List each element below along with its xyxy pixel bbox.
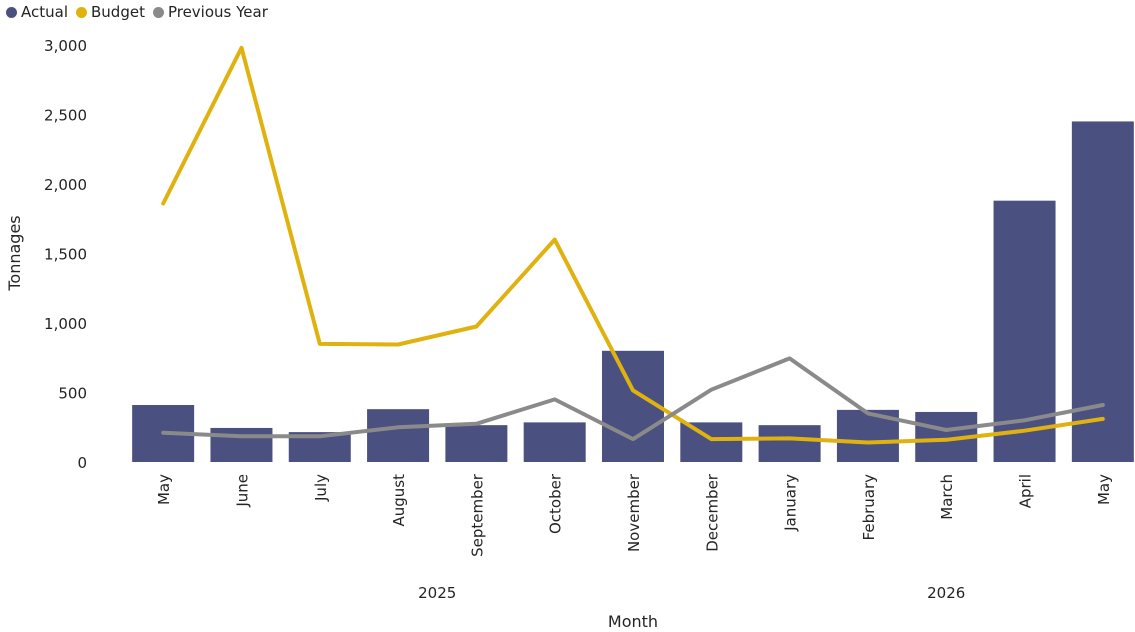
legend-item-actual[interactable]: Actual xyxy=(6,3,68,21)
y-tick-label: 1,500 xyxy=(44,246,87,264)
x-axis-title: Month xyxy=(608,612,658,631)
legend-label-budget: Budget xyxy=(91,3,145,21)
x-tick-label: June xyxy=(233,474,251,508)
x-tick-label: December xyxy=(703,473,721,552)
y-tick-label: 2,000 xyxy=(44,176,87,194)
x-tick-label: July xyxy=(312,474,330,502)
legend-marker-previous-year xyxy=(152,6,164,18)
x-tick-label: September xyxy=(468,473,486,557)
bar-actual-3[interactable] xyxy=(367,409,430,462)
legend-marker-budget xyxy=(76,6,87,18)
x-tick-label: January xyxy=(782,474,800,532)
x-group-label: 2026 xyxy=(927,584,965,602)
x-tick-label: May xyxy=(155,474,173,505)
y-tick-label: 2,500 xyxy=(44,107,87,125)
x-tick-label: August xyxy=(390,474,408,527)
x-axis: May June July August September October Novembe… xyxy=(155,473,1113,602)
actual-bars xyxy=(132,121,1134,462)
bar-actual-6[interactable] xyxy=(602,350,664,462)
bar-actual-4[interactable] xyxy=(445,425,508,462)
x-tick-label: November xyxy=(625,473,643,552)
bar-actual-8[interactable] xyxy=(758,425,821,462)
legend: Actual Budget Previous Year xyxy=(6,2,268,22)
legend-item-budget[interactable]: Budget xyxy=(76,3,145,21)
bar-actual-5[interactable] xyxy=(523,422,586,462)
legend-item-previous-year[interactable]: Previous Year xyxy=(152,3,268,21)
x-tick-label: October xyxy=(547,473,565,534)
series-lines xyxy=(161,45,1105,445)
bar-actual-1[interactable] xyxy=(210,427,273,462)
y-tick-label: 1,000 xyxy=(44,315,87,333)
y-axis-title: Tonnages xyxy=(5,215,24,291)
x-group-label: 2025 xyxy=(418,584,456,602)
bar-actual-7[interactable] xyxy=(680,422,743,462)
y-tick-label: 500 xyxy=(58,385,87,403)
x-tick-label: March xyxy=(938,474,956,520)
legend-marker-actual xyxy=(6,6,17,18)
x-tick-label: February xyxy=(860,474,878,541)
y-axis: 0 500 1,000 1,500 2,000 2,500 3,000 xyxy=(44,37,87,472)
y-tick-label: 0 xyxy=(77,454,87,472)
legend-label-actual: Actual xyxy=(21,3,68,21)
previous-year-line[interactable] xyxy=(161,356,1105,442)
legend-label-previous-year: Previous Year xyxy=(167,3,268,21)
y-tick-label: 3,000 xyxy=(44,37,87,55)
x-tick-label: May xyxy=(1095,474,1113,505)
budget-line[interactable] xyxy=(161,45,1105,445)
x-tick-label: April xyxy=(1017,474,1035,508)
